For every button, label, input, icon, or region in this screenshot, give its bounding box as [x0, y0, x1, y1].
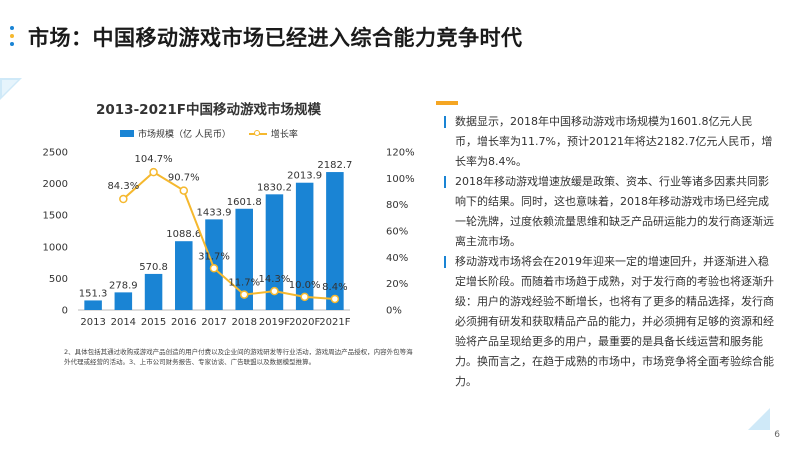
growth-point: [330, 294, 340, 304]
bullet-text: 移动游戏市场将会在2019年迎来一定的增速回升，并逐渐进入稳定增长阶段。而随着市…: [455, 255, 774, 388]
x-tick-label: 2016: [171, 317, 196, 328]
chart-title: 2013-2021F中国移动游戏市场规模: [96, 102, 321, 118]
y2-tick-label: 20%: [386, 279, 408, 290]
bullet-text: 2018年移动游戏增速放缓是政策、资本、行业等诸多因素共同影响下的结果。同时，这…: [455, 175, 774, 248]
y2-tick-label: 0%: [386, 306, 402, 317]
x-tick-label: 2021F: [319, 317, 350, 328]
y2-tick-label: 120%: [386, 148, 415, 159]
corner-triangle-inner-icon: [2, 80, 18, 96]
growth-point: [179, 186, 189, 195]
bar-data-label: 1830.2: [257, 182, 292, 193]
bullet-text: 数据显示，2018年中国移动游戏市场规模为1601.8亿元人民币，增长率为11.…: [455, 115, 773, 168]
legend-line-swatch-icon: [248, 129, 267, 139]
bullet-list: 数据显示，2018年中国移动游戏市场规模为1601.8亿元人民币，增长率为11.…: [444, 112, 774, 392]
x-tick-label: 2020F: [289, 317, 320, 328]
growth-data-label: 90.7%: [168, 173, 200, 184]
bullet-mark-icon: [444, 116, 446, 128]
bar: [114, 292, 133, 310]
y2-tick-label: 60%: [386, 227, 408, 238]
bar-data-label: 151.3: [79, 288, 108, 299]
growth-point: [239, 290, 249, 299]
growth-data-label: 14.3%: [259, 274, 291, 285]
bar: [295, 182, 314, 310]
growth-data-label: 8.4%: [322, 282, 347, 293]
page-title: 市场：中国移动游戏市场已经进入综合能力竞争时代: [28, 26, 523, 50]
x-tick-label: 2018: [231, 317, 256, 328]
bar-data-label: 1601.8: [227, 197, 262, 208]
growth-point: [209, 264, 219, 273]
bar: [265, 194, 284, 310]
y-tick-label: 1500: [43, 211, 68, 222]
growth-data-label: 104.7%: [134, 154, 172, 165]
bar: [144, 273, 163, 310]
bar-data-label: 2013.9: [287, 171, 322, 182]
x-tick-label: 2014: [111, 317, 136, 328]
legend-bar-swatch-icon: [120, 130, 134, 137]
growth-point: [119, 194, 128, 204]
y2-tick-label: 100%: [386, 174, 415, 185]
x-tick-label: 2019F: [259, 317, 290, 328]
bar: [84, 300, 102, 310]
growth-data-label: 10.0%: [289, 280, 321, 291]
bullet-item: 2018年移动游戏增速放缓是政策、资本、行业等诸多因素共同影响下的结果。同时，这…: [444, 172, 774, 252]
growth-data-label: 84.3%: [107, 181, 139, 192]
chart-legend: 市场规模（亿 人民币） 增长率: [120, 127, 298, 140]
growth-point: [270, 286, 279, 296]
accent-bar: [436, 101, 458, 105]
bullet-mark-icon: [444, 176, 446, 188]
title-dots-icon: [10, 26, 16, 50]
bar: [235, 208, 253, 310]
bar: [175, 241, 193, 310]
corner-triangle-bottom-icon: [748, 408, 770, 430]
legend-line-label: 增长率: [270, 130, 298, 140]
legend-bar-label: 市场规模（亿 人民币）: [138, 130, 231, 140]
bar: [326, 172, 344, 310]
bullet-item: 移动游戏市场将会在2019年迎来一定的增速回升，并逐渐进入稳定增长阶段。而随着市…: [444, 252, 774, 392]
bar-data-label: 2182.7: [317, 160, 352, 171]
bar-data-label: 1433.9: [197, 207, 232, 218]
market-size-chart: 0 500 1000 1500 2000 2500 0% 20% 40% 60% 80% 100% 12…: [43, 148, 415, 329]
bar-data-label: 1088.6: [166, 229, 201, 240]
bullet-item: 数据显示，2018年中国移动游戏市场规模为1601.8亿元人民币，增长率为11.…: [444, 112, 774, 172]
y2-tick-label: 40%: [386, 253, 408, 264]
page-number: 6: [774, 430, 780, 440]
x-tick-label: 2015: [141, 317, 166, 328]
bullet-mark-icon: [444, 256, 446, 268]
y-tick-label: 0: [62, 306, 68, 317]
y-tick-label: 2000: [43, 179, 68, 190]
x-tick-label: 2017: [201, 317, 226, 328]
y2-tick-label: 80%: [386, 200, 408, 211]
growth-point: [300, 292, 309, 302]
growth-data-label: 11.7%: [228, 278, 260, 289]
x-tick-label: 2013: [80, 317, 105, 328]
growth-data-label: 31.7%: [198, 251, 230, 262]
growth-point: [149, 167, 158, 177]
growth-line: [122, 170, 335, 300]
bar-data-label: 570.8: [139, 262, 168, 273]
y-tick-label: 2500: [43, 148, 68, 159]
bar-data-label: 278.9: [109, 280, 138, 291]
y-tick-label: 1000: [43, 242, 68, 253]
chart-footnote: 2、具体包括其通过收购或游戏产品创造的用户付费以及企业间的游戏研发等行业活动，游…: [64, 348, 413, 366]
y-tick-label: 500: [49, 274, 68, 285]
